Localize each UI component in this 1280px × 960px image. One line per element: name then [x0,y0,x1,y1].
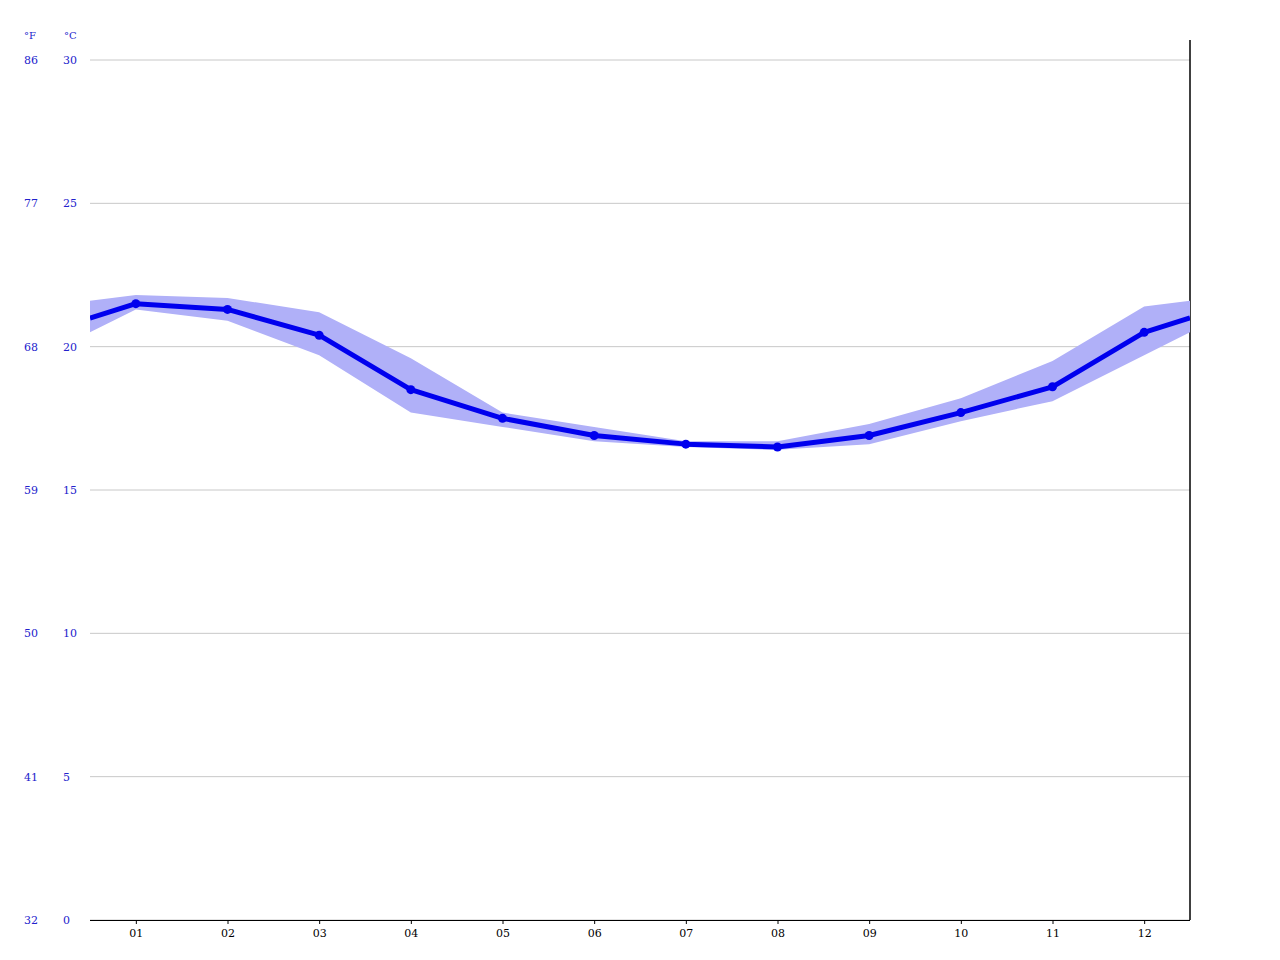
x-tick-label: 05 [496,927,510,940]
point [1140,328,1149,337]
x-tick-mark [136,920,137,924]
grid [90,60,1190,920]
y2-tick-label: 68 [24,341,38,354]
y2-tick: 50 [24,627,38,640]
point [498,414,507,423]
y2-axis: 32 41 50 59 68 77 86 [24,54,38,927]
grid-line [90,346,1190,347]
point [590,431,599,440]
x-tick: 02 [221,920,235,940]
grid-line [90,490,1190,491]
x-tick: 06 [588,920,602,940]
x-tick-mark [411,920,412,924]
x-tick-mark [686,920,687,924]
x-tick: 04 [404,920,418,940]
y-tick: 15 [63,484,77,497]
y2-tick-label: 50 [24,627,38,640]
point [131,299,140,308]
x-tick-label: 12 [1138,927,1152,940]
y-tick: 20 [63,341,77,354]
y-tick-label: 20 [63,341,77,354]
y2-tick-label: 77 [24,197,38,210]
y2-tick: 68 [24,341,38,354]
chart: 05101520253032415059687786°C°F0102030405… [0,0,1280,960]
plot-area [90,295,1190,451]
y2-tick: 86 [24,54,38,67]
x-tick-mark [869,920,870,924]
y-axis-title: °C [64,30,77,41]
temperature-line [90,304,1190,447]
grid-line [90,203,1190,204]
y-tick-label: 30 [63,54,77,67]
y-tick-label: 10 [63,627,77,640]
x-tick: 03 [313,920,327,940]
x-tick-label: 04 [404,927,418,940]
right-border [1189,40,1191,920]
x-tick: 01 [129,920,143,940]
y-tick: 10 [63,627,77,640]
x-tick-label: 08 [771,927,785,940]
y-tick-label: 0 [63,914,70,927]
x-tick-mark [228,920,229,924]
x-tick: 12 [1138,920,1152,940]
x-axis-line [90,920,1190,921]
point [223,305,232,314]
y-tick: 0 [63,914,70,927]
y2-axis-title: °F [24,30,36,41]
x-tick: 07 [679,920,693,940]
x-tick-label: 11 [1046,927,1060,940]
y-tick-label: 25 [63,197,77,210]
grid-line [90,920,1190,921]
point [865,431,874,440]
x-tick-mark [319,920,320,924]
y2-tick: 77 [24,197,38,210]
grid-line [90,776,1190,777]
x-tick-label: 02 [221,927,235,940]
y2-tick-label: 86 [24,54,38,67]
x-tick-mark [594,920,595,924]
point [1048,382,1057,391]
x-tick-mark [503,920,504,924]
x-tick-mark [961,920,962,924]
x-tick-label: 09 [863,927,877,940]
x-tick-label: 07 [679,927,693,940]
y-tick: 30 [63,54,77,67]
x-axis: 01 02 03 04 05 06 07 08 09 10 11 12 [90,920,1190,940]
x-tick-label: 06 [588,927,602,940]
x-tick-label: 01 [129,927,143,940]
y2-tick-label: 59 [24,484,38,497]
x-tick: 08 [771,920,785,940]
x-tick-mark [1053,920,1054,924]
y-tick-label: 5 [63,771,70,784]
x-tick-label: 03 [313,927,327,940]
x-tick: 10 [954,920,968,940]
point [681,440,690,449]
point [773,443,782,452]
y2-tick: 59 [24,484,38,497]
range-band [90,295,1190,450]
y-tick: 25 [63,197,77,210]
x-tick-label: 10 [954,927,968,940]
y2-tick-label: 32 [24,914,38,927]
x-tick: 11 [1046,920,1060,940]
x-tick: 09 [863,920,877,940]
y-tick-label: 15 [63,484,77,497]
y2-tick-label: 41 [24,771,38,784]
grid-line [90,633,1190,634]
grid-line [90,60,1190,61]
y-axis: 0 5 10 15 20 25 30 [63,54,77,927]
x-tick: 05 [496,920,510,940]
y2-tick: 41 [24,771,38,784]
y2-tick: 32 [24,914,38,927]
point [406,385,415,394]
point [315,331,324,340]
point [956,408,965,417]
x-tick-mark [778,920,779,924]
y-tick: 5 [63,771,70,784]
x-tick-mark [1144,920,1145,924]
